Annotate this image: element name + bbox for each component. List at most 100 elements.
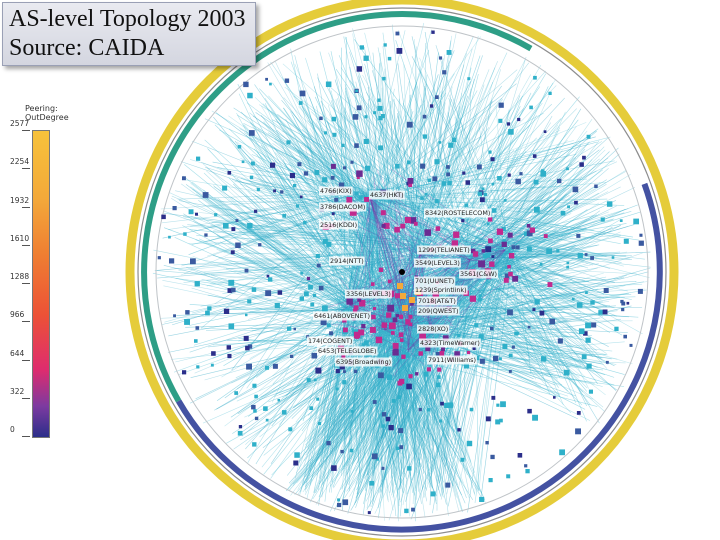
as-node (500, 401, 506, 408)
peering-edge (341, 308, 438, 497)
peering-edge (369, 197, 428, 254)
as-label-text: 1299(TELIANET) (418, 246, 470, 254)
as-node (490, 157, 495, 162)
peering-edge (213, 184, 415, 358)
as-node (377, 105, 383, 111)
peering-edge (291, 111, 366, 207)
as-label-background (329, 256, 365, 266)
as-node (498, 102, 504, 108)
as-node (546, 248, 552, 255)
peering-edge (398, 84, 485, 352)
peering-edge (277, 258, 514, 406)
peering-edge (406, 52, 439, 305)
as-label: 6461(ABOVENET) (313, 311, 371, 321)
outer-thin-ring (137, 7, 667, 537)
peering-edge (310, 326, 386, 503)
as-node (576, 411, 581, 415)
peering-edge (429, 297, 621, 334)
peering-edge (467, 261, 537, 380)
peering-edge (497, 198, 556, 250)
as-node (343, 327, 348, 333)
as-node (529, 105, 533, 110)
as-node (364, 115, 368, 119)
as-node (481, 249, 485, 253)
peering-edge (363, 189, 389, 501)
as-node (227, 288, 233, 293)
as-label-background (307, 336, 354, 346)
peering-edge (363, 333, 385, 445)
as-node (251, 161, 255, 166)
peering-edge (369, 197, 416, 312)
as-node (172, 206, 177, 211)
peering-edge (407, 86, 453, 360)
peering-edge (498, 250, 598, 384)
peering-edge (477, 268, 605, 298)
as-node (620, 299, 624, 304)
as-node (194, 339, 198, 343)
peering-edge (181, 260, 418, 265)
as-node (293, 327, 296, 331)
peering-edge (206, 246, 416, 287)
peering-edge (399, 149, 606, 350)
as-node (243, 81, 249, 88)
peering-edge (257, 151, 400, 343)
as-node (507, 173, 511, 177)
as-label-background (427, 355, 478, 365)
as-node (363, 55, 369, 61)
as-label: 209(QWEST) (417, 306, 460, 316)
as-node (426, 408, 431, 412)
as-node (182, 370, 187, 375)
legend-tick-mark (22, 168, 30, 170)
peering-edge (369, 197, 410, 309)
peering-edge (330, 348, 405, 432)
peering-edge (234, 218, 430, 330)
as-node (553, 396, 556, 399)
as-node (334, 197, 339, 202)
as-node (548, 91, 552, 95)
peering-edge (461, 139, 568, 259)
peering-edge (262, 103, 363, 202)
as-node (341, 354, 346, 359)
as-node (196, 365, 200, 369)
as-node (540, 171, 547, 177)
as-node (299, 90, 306, 97)
as-node (629, 343, 633, 347)
as-node (252, 383, 257, 388)
as-node (420, 163, 426, 169)
peering-edge (361, 189, 455, 432)
peering-edge (343, 311, 353, 452)
peering-edge (181, 183, 343, 301)
as-node (525, 469, 530, 474)
as-node (445, 482, 451, 488)
peering-edge (343, 296, 371, 492)
as-node (265, 290, 272, 297)
peering-edge (233, 236, 425, 259)
as-node (382, 76, 386, 81)
peering-edge (345, 88, 412, 348)
as-node (508, 271, 513, 277)
as-node (504, 273, 510, 278)
as-node (465, 180, 470, 185)
as-label-background (459, 269, 499, 279)
peering-edge (249, 312, 354, 371)
peering-edge (367, 197, 595, 304)
peering-edge (390, 250, 401, 301)
as-label-text: 2914(NTT) (330, 257, 364, 265)
peering-edge (239, 249, 500, 434)
as-node (581, 354, 587, 360)
peering-edge (464, 168, 584, 253)
peering-edge (411, 85, 425, 255)
as-node (586, 363, 592, 369)
as-node (503, 277, 509, 283)
as-node (489, 261, 495, 267)
peering-edge (420, 137, 537, 260)
as-node (472, 346, 476, 350)
as-node (408, 183, 413, 187)
peering-edge (334, 342, 415, 511)
as-node (508, 370, 512, 373)
peering-edge (345, 304, 365, 459)
as-label-text: 209(QWEST) (418, 307, 459, 315)
peering-edge (377, 344, 413, 509)
legend-tick-mark (22, 244, 30, 246)
peering-edge (171, 198, 409, 348)
